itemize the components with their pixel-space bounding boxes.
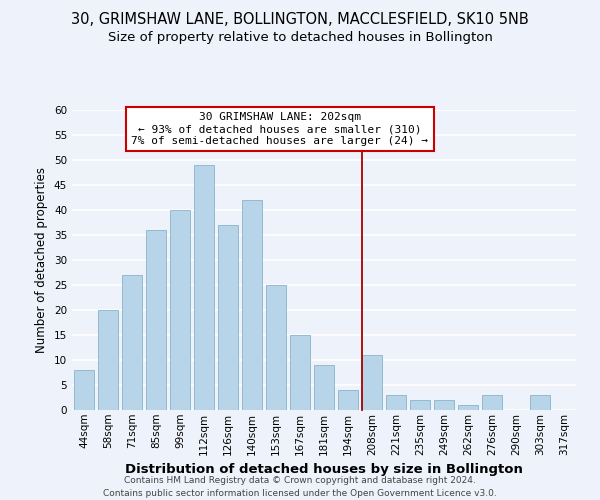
Text: Size of property relative to detached houses in Bollington: Size of property relative to detached ho… (107, 31, 493, 44)
Bar (458, 405, 478, 410)
Bar (194, 165, 214, 410)
Bar (314, 365, 334, 410)
Bar (266, 285, 286, 410)
Bar (410, 400, 430, 410)
X-axis label: Distribution of detached houses by size in Bollington: Distribution of detached houses by size … (125, 463, 523, 476)
Y-axis label: Number of detached properties: Number of detached properties (35, 167, 49, 353)
Bar (434, 400, 454, 410)
Bar (74, 370, 94, 410)
Bar (290, 335, 310, 410)
Bar (242, 200, 262, 410)
Bar (362, 355, 382, 410)
Bar (218, 225, 238, 410)
Text: Contains HM Land Registry data © Crown copyright and database right 2024.
Contai: Contains HM Land Registry data © Crown c… (103, 476, 497, 498)
Bar (530, 395, 550, 410)
Text: 30 GRIMSHAW LANE: 202sqm
← 93% of detached houses are smaller (310)
7% of semi-d: 30 GRIMSHAW LANE: 202sqm ← 93% of detach… (131, 112, 428, 146)
Bar (170, 210, 190, 410)
Bar (146, 230, 166, 410)
Bar (338, 390, 358, 410)
Bar (386, 395, 406, 410)
Bar (98, 310, 118, 410)
Text: 30, GRIMSHAW LANE, BOLLINGTON, MACCLESFIELD, SK10 5NB: 30, GRIMSHAW LANE, BOLLINGTON, MACCLESFI… (71, 12, 529, 28)
Bar (482, 395, 502, 410)
Bar (122, 275, 142, 410)
